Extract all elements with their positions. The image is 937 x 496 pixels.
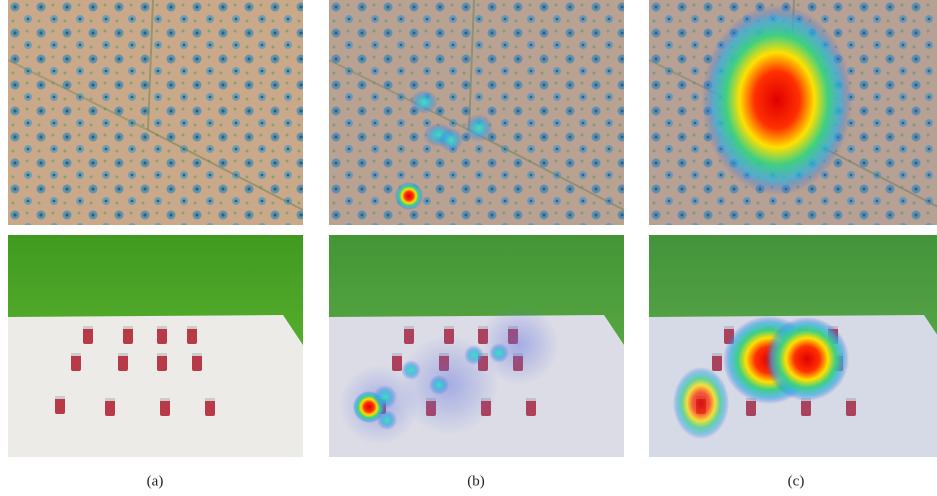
panel-b-top (329, 0, 624, 225)
panel-b-bottom (329, 235, 624, 457)
figure: (a) (b) (c) (0, 0, 937, 496)
panel-c-bottom (649, 235, 937, 457)
caption: (b) (467, 473, 485, 489)
panel-a-bottom (8, 235, 303, 457)
page: {"figure": {"captions": ["(a)", "(b)", "… (0, 0, 937, 496)
panel-c-top (649, 0, 937, 225)
panel-a-top (8, 0, 303, 225)
caption: (c) (788, 473, 805, 489)
caption: (a) (147, 473, 164, 489)
